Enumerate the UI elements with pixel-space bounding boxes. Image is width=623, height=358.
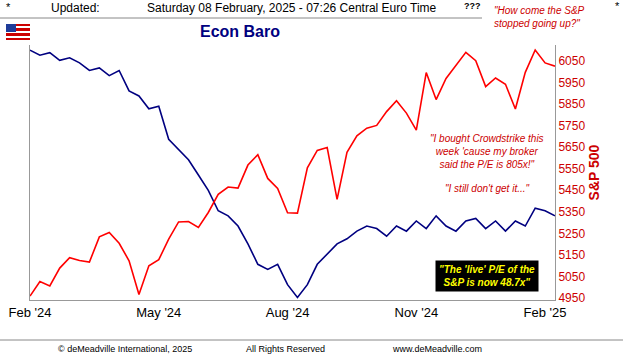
svg-text:4950: 4950	[558, 291, 585, 305]
svg-text:"How come the S&Pstopped going: "How come the S&Pstopped going up?"	[494, 5, 585, 29]
svg-text:All Rights Reserved: All Rights Reserved	[246, 344, 325, 354]
svg-text:5850: 5850	[558, 97, 585, 111]
svg-text:Updated:: Updated:	[51, 1, 100, 15]
svg-text:© deMeadville International, 2: © deMeadville International, 2025	[58, 344, 192, 354]
svg-text:5750: 5750	[558, 119, 585, 133]
svg-text:???: ???	[464, 1, 481, 11]
svg-text:Saturday 08 February, 2025 - 0: Saturday 08 February, 2025 - 07:26 Centr…	[147, 1, 437, 15]
svg-text:"The 'live' P/E of theS&P is n: "The 'live' P/E of theS&P is now 48.7x"	[439, 264, 535, 288]
svg-text:www.deMeadville.com: www.deMeadville.com	[392, 344, 482, 354]
svg-text:Econ Baro: Econ Baro	[200, 23, 280, 40]
svg-text:5150: 5150	[558, 248, 585, 262]
svg-text:*: *	[615, 0, 620, 12]
svg-text:5450: 5450	[558, 183, 585, 197]
svg-text:Feb '24: Feb '24	[9, 305, 52, 320]
svg-text:5350: 5350	[558, 205, 585, 219]
svg-text:"I still don't get it...": "I still don't get it..."	[445, 183, 529, 194]
svg-text:5550: 5550	[558, 162, 585, 176]
svg-text:Nov '24: Nov '24	[394, 305, 438, 320]
svg-text:5250: 5250	[558, 227, 585, 241]
svg-text:*: *	[6, 1, 11, 13]
svg-text:6050: 6050	[558, 54, 585, 68]
svg-text:May '24: May '24	[136, 305, 181, 320]
svg-text:Aug '24: Aug '24	[266, 305, 310, 320]
svg-text:Feb '25: Feb '25	[524, 305, 567, 320]
svg-text:5050: 5050	[558, 270, 585, 284]
svg-text:5650: 5650	[558, 140, 585, 154]
svg-text:5950: 5950	[558, 76, 585, 90]
svg-text:S&P 500: S&P 500	[586, 144, 602, 200]
svg-text:"I bought Crowdstrike thisweek: "I bought Crowdstrike thisweek 'cause my…	[430, 133, 544, 170]
